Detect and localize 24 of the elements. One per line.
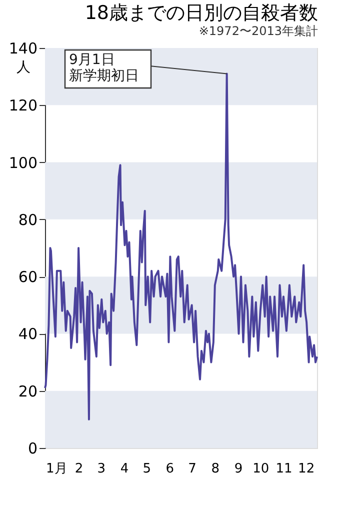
y-tick-label: 40 bbox=[18, 325, 38, 344]
y-tick-label: 60 bbox=[18, 268, 38, 286]
x-tick-label: 2 bbox=[74, 462, 84, 476]
x-tick-label: 1月 bbox=[46, 462, 68, 476]
x-tick-label: 3 bbox=[97, 462, 106, 476]
x-tick-label: 10 bbox=[252, 462, 270, 476]
x-tick-label: 4 bbox=[120, 462, 129, 476]
y-tick-label: 20 bbox=[18, 382, 38, 400]
x-tick-label: 12 bbox=[298, 462, 315, 476]
y-axis-title: 人 bbox=[16, 60, 30, 76]
y-tick-label: 120 bbox=[8, 96, 38, 115]
y-tick-label: 80 bbox=[18, 210, 38, 229]
y-tick-label: 0 bbox=[28, 440, 38, 458]
chart-title: 18歳までの日別の自殺者数 bbox=[84, 2, 318, 24]
annotation: 9月1日新学期初日 bbox=[69, 52, 139, 84]
x-tick-label: 11 bbox=[276, 462, 292, 476]
chart-subtitle: ※1972〜2013年集計 bbox=[198, 24, 318, 38]
y-tick-label: 140 bbox=[8, 40, 38, 58]
x-tick-label: 8 bbox=[211, 462, 220, 476]
y-tick-label: 100 bbox=[8, 154, 38, 172]
x-tick-label: 5 bbox=[142, 462, 151, 476]
x-tick-label: 6 bbox=[166, 462, 174, 476]
x-tick-label: 9 bbox=[234, 462, 243, 476]
x-tick-label: 7 bbox=[188, 462, 196, 476]
